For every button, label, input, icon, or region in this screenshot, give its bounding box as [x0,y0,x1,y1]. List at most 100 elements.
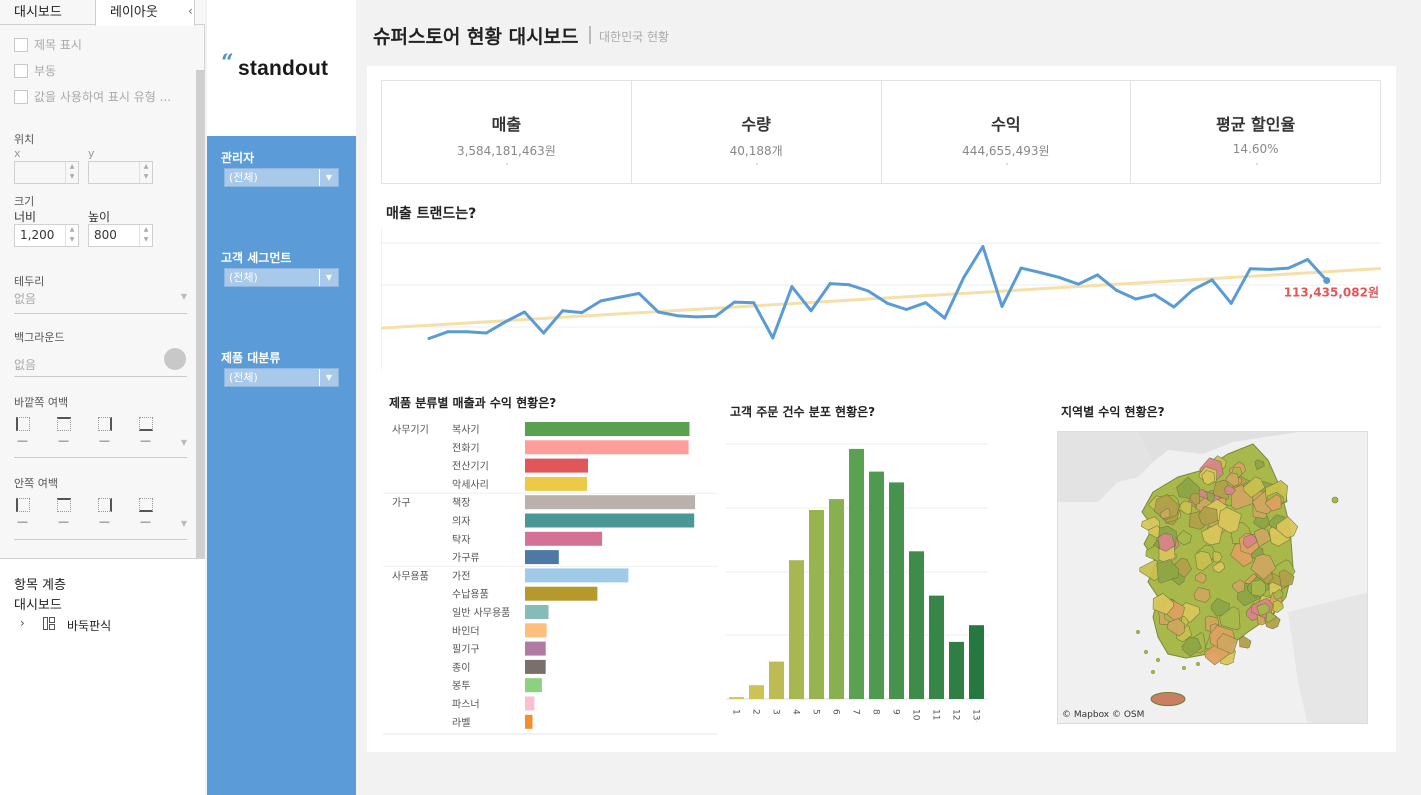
district-region[interactable] [1157,532,1176,552]
x-input[interactable]: ▲ ▼ [14,161,79,184]
data-point[interactable] [943,316,947,320]
padding-bottom-icon[interactable] [139,498,153,512]
district-region[interactable] [1176,530,1192,546]
data-point[interactable] [1172,305,1176,309]
spin-arrows-icon[interactable]: ▲ ▼ [65,225,78,246]
category-bar[interactable] [525,586,598,601]
filter-segment-dropdown[interactable]: (전체) ▼ [224,268,339,287]
data-point[interactable] [790,285,794,289]
border-select[interactable]: 없음 ▼ [14,290,187,310]
category-bar[interactable] [525,458,588,473]
histogram-bar[interactable] [789,560,804,699]
kpi-discount[interactable]: 평균 할인율 14.60% [1131,81,1380,183]
data-point[interactable] [1076,282,1080,286]
outer-padding-select[interactable]: ▼ [14,436,187,456]
category-bar[interactable] [525,696,535,711]
tab-layout[interactable]: 레이아웃 [95,0,195,26]
spin-arrows-icon[interactable]: ▲ ▼ [65,162,78,183]
padding-right-icon[interactable] [98,417,112,431]
jeju-island[interactable] [1150,692,1186,706]
category-bar[interactable] [525,531,603,546]
category-bar[interactable] [525,476,587,491]
data-point[interactable] [1306,257,1310,261]
korea-map[interactable] [1058,432,1368,724]
data-point[interactable] [1210,278,1214,282]
sales-series-line[interactable] [428,245,1328,340]
category-bar[interactable] [525,440,689,455]
district-region[interactable] [1195,571,1207,584]
height-input[interactable]: 800 ▲ ▼ [88,224,153,247]
data-point[interactable] [1287,266,1290,270]
district-region[interactable] [1265,494,1282,512]
district-region[interactable] [1201,470,1216,485]
category-bar[interactable] [525,513,695,528]
kpi-profit[interactable]: 수익 444,655,493원 [882,81,1132,183]
district-region[interactable] [1232,579,1246,594]
data-point[interactable] [656,310,660,314]
y-input[interactable]: ▲ ▼ [88,161,153,184]
district-region[interactable] [1250,553,1277,580]
district-region[interactable] [1272,600,1284,613]
district-region[interactable] [1152,592,1174,615]
district-region[interactable] [1278,569,1295,588]
data-point[interactable] [1019,266,1023,270]
data-point[interactable] [1096,273,1099,277]
spin-arrows-icon[interactable]: ▲ ▼ [139,162,152,183]
district-region[interactable] [1181,636,1202,657]
district-region[interactable] [1156,559,1180,584]
histogram-bar[interactable] [929,595,944,699]
histogram-bar[interactable] [729,697,744,699]
district-region[interactable] [1193,587,1211,603]
district-region[interactable] [1217,507,1242,534]
data-point[interactable] [694,315,698,319]
data-point[interactable] [1191,288,1195,292]
filter-manager-dropdown[interactable]: (전체) ▼ [224,168,339,187]
chevron-down-icon[interactable]: ▼ [319,169,338,186]
checkbox-icon[interactable] [14,38,28,52]
histogram-bar[interactable] [849,448,864,699]
histogram-bar[interactable] [749,685,764,699]
chevron-down-icon[interactable]: ▼ [319,269,338,286]
category-bar[interactable] [525,678,542,693]
tab-dashboard[interactable]: 대시보드 [14,5,62,20]
district-region[interactable] [1272,589,1284,600]
show-by-value-checkbox[interactable]: 값을 사용하여 표시 유형 ... [14,88,171,105]
chevron-right-icon[interactable]: › [20,616,25,630]
district-region[interactable] [1139,559,1161,582]
data-point[interactable] [1248,267,1252,271]
data-point[interactable] [561,309,565,313]
district-region[interactable] [1189,493,1201,505]
data-point[interactable] [752,301,756,305]
data-point[interactable] [1000,304,1004,308]
checkbox-icon[interactable] [14,90,28,104]
data-point[interactable] [924,301,928,305]
category-bar[interactable] [525,714,533,729]
data-point[interactable] [484,331,488,335]
category-bar[interactable] [525,495,696,510]
histogram-bar[interactable] [869,471,884,699]
kpi-sales[interactable]: 매출 3,584,181,463원 [382,81,632,183]
kpi-quantity[interactable]: 수량 40,188개 [632,81,882,183]
data-point[interactable] [580,311,584,315]
data-point[interactable] [503,320,507,324]
checkbox-icon[interactable] [14,64,28,78]
category-bar[interactable] [525,623,547,638]
district-region[interactable] [1159,507,1171,520]
data-point[interactable] [809,309,813,313]
data-point[interactable] [1153,293,1157,297]
collapse-icon[interactable]: ‹ [188,4,193,18]
histogram-bar[interactable] [769,661,784,699]
district-region[interactable] [1212,551,1223,563]
sales-trend-chart[interactable]: 113,435,082원 [381,228,1381,370]
padding-bottom-icon[interactable] [139,417,153,431]
data-point[interactable] [1057,275,1061,279]
category-bar[interactable] [525,605,549,619]
district-region[interactable] [1256,602,1270,616]
data-point[interactable] [1115,288,1119,292]
district-region[interactable] [1198,506,1218,526]
filter-category-dropdown[interactable]: (전체) ▼ [224,368,339,387]
background-select[interactable]: 없음 [14,356,154,376]
data-point[interactable] [523,310,526,314]
data-point[interactable] [981,245,985,249]
